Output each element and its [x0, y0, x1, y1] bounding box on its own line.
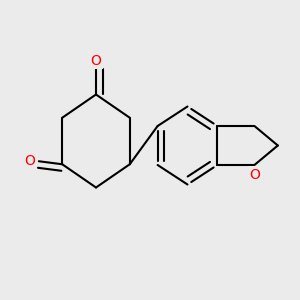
Text: O: O — [91, 54, 101, 68]
Text: O: O — [24, 154, 35, 168]
Text: O: O — [249, 168, 260, 182]
